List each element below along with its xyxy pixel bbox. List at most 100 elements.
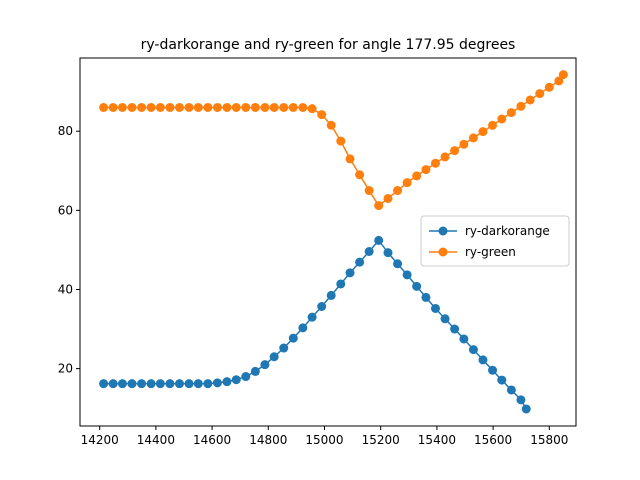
data-point-ry-green	[307, 104, 317, 114]
legend-label-ry-green: ry-green	[465, 245, 516, 259]
data-point-ry-darkorange	[497, 375, 507, 385]
data-point-ry-green	[279, 102, 289, 112]
x-tick-label: 14200	[81, 433, 119, 447]
data-point-ry-darkorange	[468, 345, 478, 355]
data-point-ry-green	[430, 158, 440, 168]
data-point-ry-green	[317, 110, 327, 120]
data-point-ry-darkorange	[521, 404, 531, 414]
data-point-ry-green	[127, 102, 137, 112]
data-point-ry-darkorange	[127, 379, 137, 389]
data-point-ry-green	[212, 102, 222, 112]
data-point-ry-darkorange	[355, 257, 365, 267]
data-point-ry-green	[184, 102, 194, 112]
data-point-ry-darkorange	[241, 372, 251, 382]
data-point-ry-darkorange	[336, 279, 346, 289]
data-point-ry-green	[525, 95, 535, 105]
data-point-ry-green	[478, 127, 488, 137]
data-point-ry-green	[231, 102, 241, 112]
data-point-ry-green	[99, 102, 109, 112]
data-point-ry-green	[269, 102, 279, 112]
data-point-ry-darkorange	[146, 379, 156, 389]
data-point-ry-darkorange	[260, 360, 270, 370]
data-point-ry-green	[516, 101, 526, 111]
data-point-ry-green	[117, 102, 127, 112]
data-point-ry-green	[298, 102, 308, 112]
data-point-ry-green	[260, 102, 270, 112]
data-point-ry-darkorange	[203, 379, 213, 389]
data-point-ry-green	[288, 102, 298, 112]
data-point-ry-darkorange	[174, 379, 184, 389]
y-tick-label: 20	[58, 362, 73, 376]
data-point-ry-darkorange	[307, 312, 317, 322]
y-tick-label: 40	[58, 282, 73, 296]
data-point-ry-darkorange	[298, 323, 308, 333]
data-point-ry-darkorange	[99, 379, 109, 389]
data-point-ry-darkorange	[269, 352, 279, 362]
data-point-ry-darkorange	[155, 379, 165, 389]
y-tick-label: 60	[58, 203, 73, 217]
data-point-ry-green	[250, 102, 260, 112]
data-point-ry-darkorange	[117, 379, 127, 389]
data-point-ry-darkorange	[231, 375, 241, 385]
data-point-ry-green	[558, 70, 568, 80]
data-point-ry-green	[364, 186, 374, 196]
data-point-ry-darkorange	[412, 281, 422, 291]
data-point-ry-green	[326, 120, 336, 130]
data-point-ry-green	[174, 102, 184, 112]
series-line-ry-darkorange	[103, 239, 527, 410]
data-point-ry-green	[374, 201, 384, 211]
data-point-ry-green	[488, 120, 498, 130]
data-point-ry-darkorange	[374, 235, 384, 245]
axes: 14200 14400 14600 14800 15000 15200 15400 15600…	[58, 57, 577, 447]
data-point-ry-green	[355, 170, 365, 180]
data-point-ry-darkorange	[108, 379, 118, 389]
data-point-ry-green	[108, 102, 118, 112]
data-point-ry-green	[450, 146, 460, 156]
x-tick-label: 15200	[362, 433, 400, 447]
data-point-ry-darkorange	[450, 324, 460, 334]
data-point-ry-darkorange	[184, 379, 194, 389]
x-tick-label: 14600	[193, 433, 231, 447]
data-point-ry-darkorange	[488, 365, 498, 375]
data-point-ry-darkorange	[478, 355, 488, 365]
data-point-ry-green	[459, 139, 469, 149]
data-point-ry-darkorange	[402, 270, 412, 280]
plot-area	[99, 70, 568, 414]
x-tick-label: 15400	[418, 433, 456, 447]
data-point-ry-darkorange	[165, 379, 175, 389]
data-point-ry-darkorange	[326, 290, 336, 300]
data-point-ry-darkorange	[222, 377, 232, 387]
data-point-ry-green	[146, 102, 156, 112]
data-point-ry-darkorange	[430, 303, 440, 313]
data-point-ry-green	[345, 154, 355, 164]
data-point-ry-darkorange	[193, 379, 203, 389]
data-point-ry-green	[544, 82, 554, 92]
data-point-ry-darkorange	[459, 334, 469, 344]
data-point-ry-green	[383, 193, 393, 203]
data-point-ry-green	[535, 89, 545, 99]
data-point-ry-green	[506, 108, 516, 118]
data-point-ry-green	[193, 102, 203, 112]
data-point-ry-green	[165, 102, 175, 112]
data-point-ry-darkorange	[516, 395, 526, 405]
data-point-ry-green	[241, 102, 251, 112]
x-tick-label: 14400	[137, 433, 175, 447]
data-point-ry-green	[421, 165, 431, 175]
chart-title: ry-darkorange and ry-green for angle 177…	[141, 37, 516, 53]
data-point-ry-green	[336, 136, 346, 146]
x-tick-label: 15600	[474, 433, 512, 447]
data-point-ry-darkorange	[137, 379, 147, 389]
legend-marker-ry-green	[438, 247, 448, 257]
data-point-ry-darkorange	[440, 314, 450, 324]
data-point-ry-green	[393, 186, 403, 196]
legend-marker-ry-darkorange	[438, 226, 448, 236]
legend-box	[420, 215, 570, 267]
data-point-ry-darkorange	[279, 343, 289, 353]
data-point-ry-green	[412, 171, 422, 181]
legend: ry-darkorange ry-green	[420, 215, 570, 267]
legend-label-ry-darkorange: ry-darkorange	[465, 224, 550, 238]
data-point-ry-green	[497, 114, 507, 124]
x-tick-label: 15800	[530, 433, 568, 447]
data-point-ry-green	[137, 102, 147, 112]
